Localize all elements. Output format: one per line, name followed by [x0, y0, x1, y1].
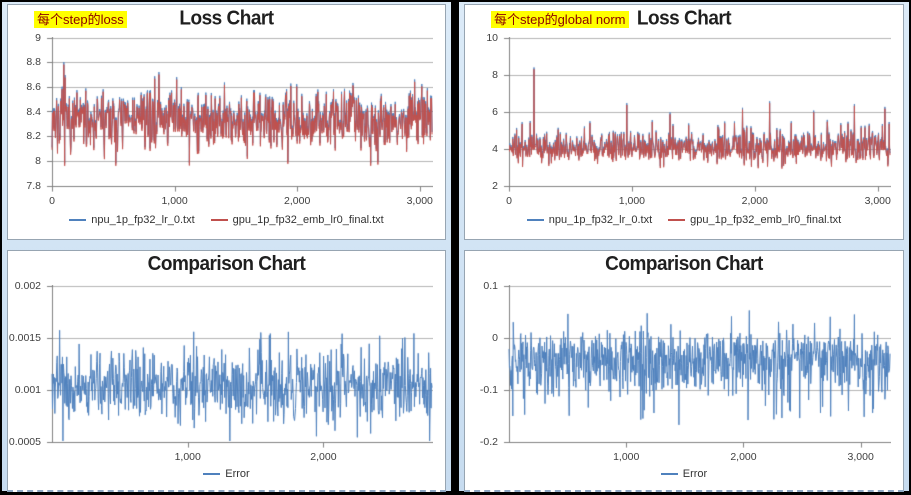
legend-entry[interactable]: npu_1p_fp32_lr_0.txt: [69, 214, 195, 226]
y-tick-label: 8: [35, 154, 41, 167]
legend-entry[interactable]: gpu_1p_fp32_emb_lr0_final.txt: [210, 214, 384, 226]
legend-series-label: Error: [225, 468, 250, 480]
y-tick-label: -0.1: [479, 383, 498, 396]
x-axis-labels: 1,000 2,000 3,000: [509, 451, 890, 465]
y-axis-labels: 0.1 0 -0.1 -0.2: [465, 280, 501, 448]
x-tick-label: 3,000: [406, 195, 433, 207]
y-tick-label: 8: [492, 68, 498, 81]
legend-line-swatch: [69, 219, 87, 221]
y-axis-labels: 9 8.8 8.6 8.4 8.2 8 7.8: [8, 32, 44, 192]
plot-area[interactable]: [46, 285, 433, 448]
legend-entry[interactable]: gpu_1p_fp32_emb_lr0_final.txt: [668, 214, 841, 226]
y-tick-label: 7.8: [26, 179, 41, 192]
x-tick-label: 3,000: [864, 195, 891, 207]
x-tick-label: 1,000: [174, 451, 201, 463]
chart-legend[interactable]: Error: [8, 468, 445, 480]
legend-entry[interactable]: npu_1p_fp32_lr_0.txt: [526, 214, 653, 226]
chart-title: Comparison Chart: [605, 253, 763, 276]
annotation-highlight: 每个step的global norm: [491, 11, 629, 28]
y-tick-label: 0.002: [14, 279, 41, 292]
y-tick-label: 10: [486, 31, 498, 44]
annotation-highlight: 每个step的loss: [34, 11, 127, 28]
y-tick-label: 8.8: [26, 56, 41, 69]
comparison-chart-panel-left[interactable]: Comparison Chart 0.002 0.0015 0.001 0.0005 …: [7, 250, 446, 492]
workbook-region-left: 每个step的loss Loss Chart 9 8.8 8.6 8.4 8.2 8 7.8…: [2, 2, 451, 492]
x-tick-label: 1,000: [613, 451, 640, 463]
y-tick-label: 8.6: [26, 80, 41, 93]
legend-line-swatch: [660, 473, 678, 475]
x-tick-label: 0: [49, 195, 55, 207]
y-tick-label: 0.001: [14, 383, 41, 396]
legend-entry[interactable]: Error: [203, 468, 250, 480]
x-tick-label: 1,000: [161, 195, 188, 207]
y-tick-label: 4: [492, 142, 498, 155]
plot-area[interactable]: [46, 37, 433, 192]
chart-legend[interactable]: npu_1p_fp32_lr_0.txt gpu_1p_fp32_emb_lr0_…: [8, 214, 445, 226]
plot-area[interactable]: [503, 285, 891, 448]
legend-series-label: npu_1p_fp32_lr_0.txt: [548, 214, 653, 226]
y-tick-label: 8.2: [26, 130, 41, 143]
y-tick-label: 9: [35, 31, 41, 44]
x-tick-label: 2,000: [284, 195, 311, 207]
x-tick-label: 2,000: [741, 195, 768, 207]
y-tick-label: -0.2: [479, 435, 498, 448]
y-tick-label: 0.0005: [8, 435, 41, 448]
legend-series-label: gpu_1p_fp32_emb_lr0_final.txt: [690, 214, 842, 226]
legend-entry[interactable]: Error: [660, 468, 708, 480]
x-axis-labels: 0 1,000 2,000 3,000: [49, 195, 433, 209]
legend-series-label: Error: [682, 468, 708, 480]
legend-series-label: npu_1p_fp32_lr_0.txt: [91, 214, 195, 226]
x-tick-label: 2,000: [730, 451, 757, 463]
x-axis-labels: 1,000 2,000: [52, 451, 432, 465]
y-tick-label: 6: [492, 105, 498, 118]
comparison-chart-panel-right[interactable]: Comparison Chart 0.1 0 -0.1 -0.2 1,000 2,000…: [464, 250, 904, 492]
workbook-region-right: 每个step的global norm Loss Chart 10 8 6 4 2 0 1,…: [459, 2, 909, 492]
y-tick-label: 2: [492, 179, 498, 192]
y-tick-label: 8.4: [26, 105, 41, 118]
x-tick-label: 3,000: [847, 451, 874, 463]
chart-title: Loss Chart: [636, 7, 732, 30]
legend-line-swatch: [526, 219, 544, 221]
x-tick-label: 1,000: [618, 195, 646, 207]
y-axis-labels: 10 8 6 4 2: [465, 32, 501, 192]
legend-line-swatch: [668, 219, 686, 221]
chart-legend[interactable]: Error: [465, 468, 903, 480]
chart-title: Comparison Chart: [147, 253, 306, 276]
legend-series-label: gpu_1p_fp32_emb_lr0_final.txt: [232, 214, 384, 226]
chart-title: Loss Chart: [179, 7, 274, 30]
loss-chart-panel-left[interactable]: 每个step的loss Loss Chart 9 8.8 8.6 8.4 8.2 8 7.8…: [7, 4, 446, 240]
loss-chart-panel-right[interactable]: 每个step的global norm Loss Chart 10 8 6 4 2 0 1,…: [464, 4, 904, 240]
legend-line-swatch: [203, 473, 221, 475]
y-tick-label: 0: [492, 331, 498, 344]
y-tick-label: 0.1: [483, 279, 498, 292]
legend-line-swatch: [210, 219, 228, 221]
plot-area[interactable]: [503, 37, 891, 192]
chart-legend[interactable]: npu_1p_fp32_lr_0.txt gpu_1p_fp32_emb_lr0_…: [465, 214, 903, 226]
y-tick-label: 0.0015: [8, 331, 41, 344]
x-tick-label: 0: [506, 195, 512, 207]
x-tick-label: 2,000: [310, 451, 337, 463]
y-axis-labels: 0.002 0.0015 0.001 0.0005: [8, 280, 44, 448]
x-axis-labels: 0 1,000 2,000 3,000: [506, 195, 891, 209]
